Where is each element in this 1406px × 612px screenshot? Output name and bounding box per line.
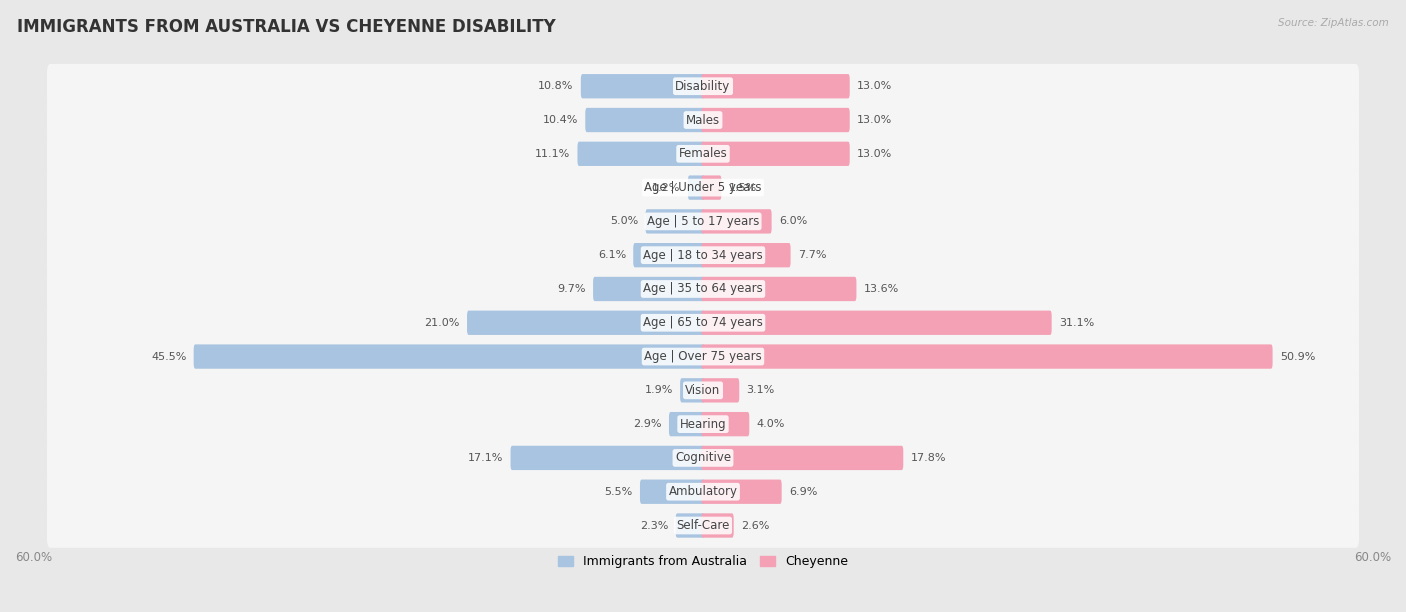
Text: Self-Care: Self-Care <box>676 519 730 532</box>
Text: 21.0%: 21.0% <box>425 318 460 328</box>
Text: 2.3%: 2.3% <box>640 521 668 531</box>
Text: 2.9%: 2.9% <box>633 419 662 429</box>
Text: 10.8%: 10.8% <box>538 81 574 91</box>
FancyBboxPatch shape <box>46 300 1360 345</box>
FancyBboxPatch shape <box>702 209 772 234</box>
Text: Cognitive: Cognitive <box>675 452 731 465</box>
FancyBboxPatch shape <box>702 311 1052 335</box>
FancyBboxPatch shape <box>46 165 1360 210</box>
Text: 45.5%: 45.5% <box>150 351 187 362</box>
FancyBboxPatch shape <box>46 199 1360 244</box>
Text: Males: Males <box>686 113 720 127</box>
FancyBboxPatch shape <box>581 74 704 99</box>
FancyBboxPatch shape <box>585 108 704 132</box>
Text: IMMIGRANTS FROM AUSTRALIA VS CHEYENNE DISABILITY: IMMIGRANTS FROM AUSTRALIA VS CHEYENNE DI… <box>17 18 555 36</box>
Text: 6.9%: 6.9% <box>789 487 817 497</box>
FancyBboxPatch shape <box>578 141 704 166</box>
Text: Age | Over 75 years: Age | Over 75 years <box>644 350 762 363</box>
FancyBboxPatch shape <box>46 132 1360 176</box>
Text: Age | 18 to 34 years: Age | 18 to 34 years <box>643 248 763 262</box>
FancyBboxPatch shape <box>510 446 704 470</box>
FancyBboxPatch shape <box>676 513 704 538</box>
FancyBboxPatch shape <box>46 98 1360 143</box>
Text: 11.1%: 11.1% <box>534 149 571 159</box>
FancyBboxPatch shape <box>702 108 849 132</box>
Text: 9.7%: 9.7% <box>557 284 586 294</box>
FancyBboxPatch shape <box>688 176 704 200</box>
FancyBboxPatch shape <box>46 503 1360 548</box>
FancyBboxPatch shape <box>640 480 704 504</box>
FancyBboxPatch shape <box>645 209 704 234</box>
Text: Age | 35 to 64 years: Age | 35 to 64 years <box>643 283 763 296</box>
Text: 5.5%: 5.5% <box>605 487 633 497</box>
Text: 1.5%: 1.5% <box>728 182 756 193</box>
FancyBboxPatch shape <box>467 311 704 335</box>
Text: Age | 65 to 74 years: Age | 65 to 74 years <box>643 316 763 329</box>
FancyBboxPatch shape <box>46 267 1360 312</box>
FancyBboxPatch shape <box>46 368 1360 412</box>
FancyBboxPatch shape <box>702 446 903 470</box>
Text: Age | Under 5 years: Age | Under 5 years <box>644 181 762 194</box>
FancyBboxPatch shape <box>702 480 782 504</box>
Text: 5.0%: 5.0% <box>610 217 638 226</box>
Text: Vision: Vision <box>685 384 721 397</box>
FancyBboxPatch shape <box>702 412 749 436</box>
FancyBboxPatch shape <box>702 378 740 403</box>
Legend: Immigrants from Australia, Cheyenne: Immigrants from Australia, Cheyenne <box>553 550 853 573</box>
Text: 17.8%: 17.8% <box>911 453 946 463</box>
Text: Age | 5 to 17 years: Age | 5 to 17 years <box>647 215 759 228</box>
Text: 6.1%: 6.1% <box>598 250 626 260</box>
Text: Ambulatory: Ambulatory <box>668 485 738 498</box>
Text: 13.0%: 13.0% <box>858 149 893 159</box>
Text: 1.2%: 1.2% <box>652 182 681 193</box>
Text: 7.7%: 7.7% <box>797 250 827 260</box>
FancyBboxPatch shape <box>702 176 721 200</box>
FancyBboxPatch shape <box>633 243 704 267</box>
FancyBboxPatch shape <box>702 243 790 267</box>
Text: 17.1%: 17.1% <box>468 453 503 463</box>
FancyBboxPatch shape <box>702 345 1272 368</box>
FancyBboxPatch shape <box>46 402 1360 446</box>
FancyBboxPatch shape <box>46 233 1360 277</box>
Text: Disability: Disability <box>675 80 731 93</box>
FancyBboxPatch shape <box>194 345 704 368</box>
Text: 4.0%: 4.0% <box>756 419 785 429</box>
FancyBboxPatch shape <box>46 469 1360 514</box>
FancyBboxPatch shape <box>593 277 704 301</box>
Text: 31.1%: 31.1% <box>1059 318 1094 328</box>
Text: 50.9%: 50.9% <box>1279 351 1315 362</box>
Text: 3.1%: 3.1% <box>747 386 775 395</box>
Text: 1.9%: 1.9% <box>644 386 673 395</box>
Text: 2.6%: 2.6% <box>741 521 769 531</box>
FancyBboxPatch shape <box>702 513 734 538</box>
FancyBboxPatch shape <box>702 141 849 166</box>
Text: 13.0%: 13.0% <box>858 81 893 91</box>
FancyBboxPatch shape <box>46 334 1360 379</box>
Text: 13.6%: 13.6% <box>863 284 898 294</box>
FancyBboxPatch shape <box>669 412 704 436</box>
Text: 6.0%: 6.0% <box>779 217 807 226</box>
FancyBboxPatch shape <box>702 74 849 99</box>
FancyBboxPatch shape <box>681 378 704 403</box>
FancyBboxPatch shape <box>702 277 856 301</box>
FancyBboxPatch shape <box>46 64 1360 108</box>
Text: Source: ZipAtlas.com: Source: ZipAtlas.com <box>1278 18 1389 28</box>
FancyBboxPatch shape <box>46 436 1360 480</box>
Text: Females: Females <box>679 147 727 160</box>
Text: 13.0%: 13.0% <box>858 115 893 125</box>
Text: Hearing: Hearing <box>679 417 727 431</box>
Text: 10.4%: 10.4% <box>543 115 578 125</box>
